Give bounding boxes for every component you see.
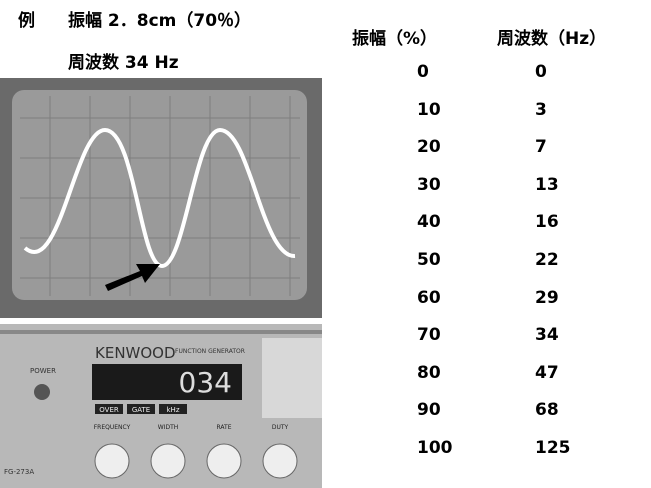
- table-cell: 60: [417, 288, 441, 308]
- knob-label: RATE: [216, 424, 231, 431]
- table-cell: 70: [417, 325, 441, 345]
- model: FG-273A: [4, 468, 34, 476]
- table-cell: 0: [535, 62, 547, 82]
- table-cell: 90: [417, 400, 441, 420]
- table-cell: 80: [417, 363, 441, 383]
- table-cell: 68: [535, 400, 559, 420]
- frequency-caption: 周波数 34 Hz: [68, 48, 179, 73]
- knob-label: FREQUENCY: [94, 424, 131, 431]
- table-cell: 29: [535, 288, 559, 308]
- display-value: 034: [179, 366, 232, 399]
- table-cell: 50: [417, 250, 441, 270]
- indicator-label: kHz: [167, 406, 180, 414]
- knob: [151, 444, 185, 478]
- buttons: [262, 338, 322, 418]
- page: 例 振幅 2．8cm（70％） 周波数 34 Hz KENWOOD FUNCTI…: [0, 0, 651, 488]
- table-cell: 125: [535, 438, 571, 458]
- indicator-label: GATE: [132, 406, 150, 414]
- table-cell: 10: [417, 100, 441, 120]
- table-cell: 30: [417, 175, 441, 195]
- amplitude-caption: 振幅 2．8cm（70％）: [68, 6, 251, 31]
- table-cell: 3: [535, 100, 547, 120]
- table-cell: 40: [417, 212, 441, 232]
- table-cell: 0: [417, 62, 429, 82]
- table-cell: 20: [417, 137, 441, 157]
- table-cell: 16: [535, 212, 559, 232]
- knob: [95, 444, 129, 478]
- knob-label: DUTY: [272, 424, 289, 431]
- knob-label: WIDTH: [158, 424, 179, 431]
- table-header: 周波数（Hz）: [497, 24, 606, 49]
- table-header: 振幅（%）: [352, 24, 437, 49]
- indicators: OVER GATE kHz: [95, 404, 187, 414]
- knob: [207, 444, 241, 478]
- photo: KENWOOD FUNCTION GENERATOR POWER 034 OVE…: [0, 78, 322, 488]
- scope-screen: [12, 90, 307, 300]
- example-label: 例: [18, 6, 35, 31]
- panel-edge: [0, 330, 322, 334]
- table-cell: 7: [535, 137, 547, 157]
- table-cell: 47: [535, 363, 559, 383]
- knob: [263, 444, 297, 478]
- table-cell: 34: [535, 325, 559, 345]
- table-cell: 22: [535, 250, 559, 270]
- power-button: [34, 384, 50, 400]
- model-type: FUNCTION GENERATOR: [175, 348, 245, 355]
- table-cell: 13: [535, 175, 559, 195]
- power-label: POWER: [30, 367, 56, 375]
- indicator-label: OVER: [99, 406, 119, 414]
- gap: [0, 318, 322, 324]
- brand: KENWOOD: [95, 344, 176, 362]
- table-cell: 100: [417, 438, 453, 458]
